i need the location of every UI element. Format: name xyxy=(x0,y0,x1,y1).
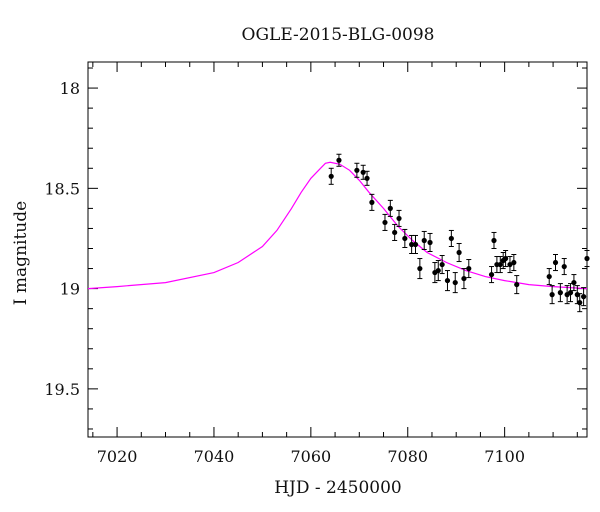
data-point xyxy=(392,229,398,236)
data-point xyxy=(439,261,445,268)
data-point xyxy=(452,279,458,286)
data-point xyxy=(421,237,427,244)
data-point xyxy=(577,300,583,306)
data-point xyxy=(497,261,503,268)
data-point xyxy=(511,259,517,266)
model-curve xyxy=(87,161,588,290)
plot-frame xyxy=(87,61,588,438)
y-tick-label: 18 xyxy=(60,79,80,98)
x-tick-label: 7080 xyxy=(387,447,428,466)
data-point xyxy=(546,273,552,280)
data-point xyxy=(571,279,577,286)
data-point xyxy=(382,219,388,226)
data-point xyxy=(354,167,360,173)
data-point xyxy=(336,157,342,163)
data-point xyxy=(444,277,451,284)
data-point xyxy=(507,261,513,268)
plot-area xyxy=(87,153,590,313)
data-point xyxy=(427,239,433,246)
data-point xyxy=(387,205,393,211)
data-point xyxy=(435,267,441,274)
data-point xyxy=(417,265,423,272)
y-tick-label: 19 xyxy=(60,280,80,299)
data-point xyxy=(491,237,497,244)
x-axis-label: HJD - 2450000 xyxy=(274,478,402,498)
x-tick-label: 7020 xyxy=(97,447,138,466)
data-point xyxy=(552,259,559,266)
data-point xyxy=(364,175,370,181)
data-point xyxy=(396,215,402,222)
x-tick-label: 7100 xyxy=(484,447,525,466)
data-point xyxy=(360,169,366,175)
data-point xyxy=(561,263,567,270)
data-point xyxy=(369,199,375,205)
data-point xyxy=(456,249,462,256)
data-point xyxy=(412,241,419,248)
y-tick-label: 18.5 xyxy=(44,179,80,198)
data-point xyxy=(488,271,495,278)
data-point xyxy=(557,290,563,296)
data-point xyxy=(503,255,509,262)
x-tick-label: 7040 xyxy=(194,447,235,466)
data-point xyxy=(466,265,472,272)
data-point xyxy=(567,290,574,296)
data-point xyxy=(549,292,555,298)
data-point xyxy=(574,292,580,298)
tick-labels: 7020 7040 7060 7080 7100 18 18.5 19 19.5 xyxy=(44,79,525,466)
data-point xyxy=(402,235,408,242)
x-tick-label: 7060 xyxy=(290,447,331,466)
data-point xyxy=(409,241,415,248)
data-point xyxy=(461,275,467,282)
data-point xyxy=(328,173,334,179)
y-axis-label: I magnitude xyxy=(11,201,31,305)
data-point xyxy=(581,294,587,300)
data-point xyxy=(514,281,520,288)
axis-ticks xyxy=(88,62,587,437)
chart-title: OGLE-2015-BLG-0098 xyxy=(242,25,435,45)
data-point xyxy=(584,255,590,262)
data-point xyxy=(448,235,454,242)
y-tick-label: 19.5 xyxy=(44,380,80,399)
